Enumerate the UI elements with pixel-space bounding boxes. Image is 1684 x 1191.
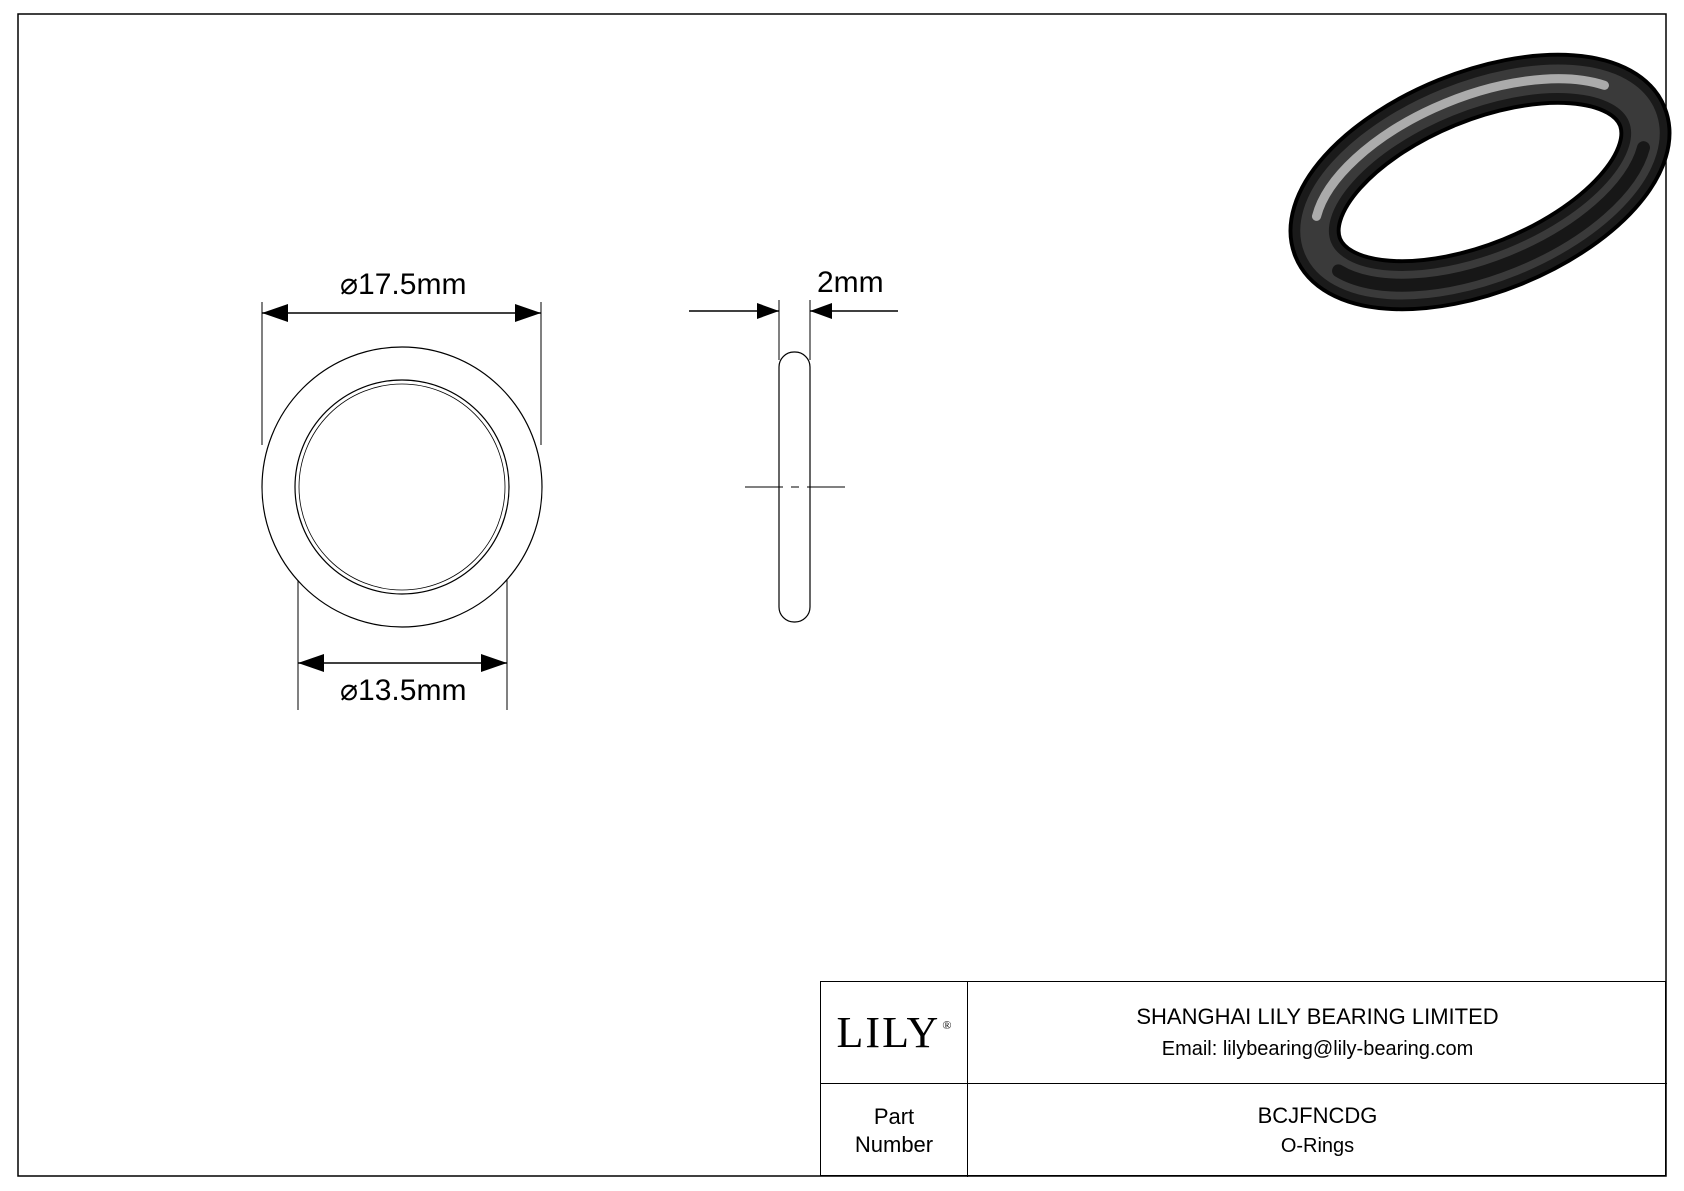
svg-text:⌀17.5mm: ⌀17.5mm bbox=[340, 268, 466, 301]
logo-text: LILY bbox=[837, 1008, 941, 1057]
title-block-part-label-cell: Part Number bbox=[821, 1084, 968, 1177]
company-email: Email: lilybearing@lily-bearing.com bbox=[1162, 1037, 1474, 1062]
part-label-line2: Number bbox=[855, 1131, 933, 1159]
logo-registered-icon: ® bbox=[942, 1018, 953, 1032]
title-block: LILY® SHANGHAI LILY BEARING LIMITED Emai… bbox=[820, 981, 1666, 1176]
title-block-company-cell: SHANGHAI LILY BEARING LIMITED Email: lil… bbox=[968, 982, 1667, 1084]
part-label-line1: Part bbox=[874, 1103, 914, 1131]
svg-text:2mm: 2mm bbox=[817, 266, 884, 299]
company-name: SHANGHAI LILY BEARING LIMITED bbox=[1136, 1003, 1498, 1031]
title-block-logo-cell: LILY® bbox=[821, 982, 968, 1084]
part-number: BCJFNCDG bbox=[1258, 1102, 1378, 1130]
part-description: O-Rings bbox=[1281, 1134, 1354, 1159]
title-block-part-value-cell: BCJFNCDG O-Rings bbox=[968, 1084, 1667, 1177]
svg-text:⌀13.5mm: ⌀13.5mm bbox=[340, 674, 466, 707]
